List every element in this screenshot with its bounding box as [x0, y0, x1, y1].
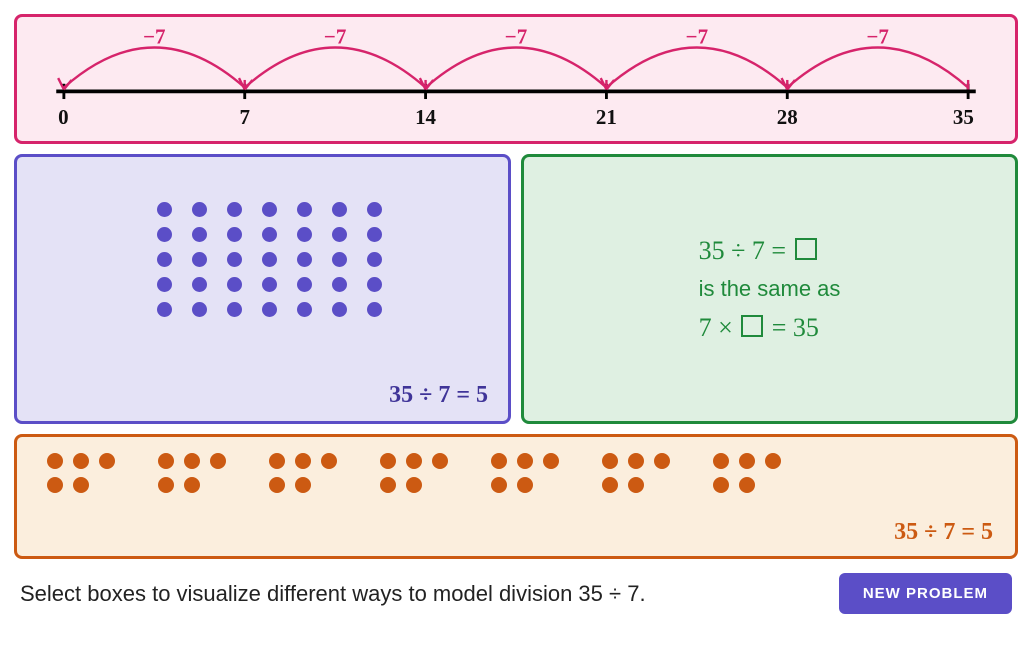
svg-text:7: 7 — [239, 105, 249, 129]
relation-line2: is the same as — [699, 271, 841, 306]
square-icon — [741, 315, 763, 337]
footer: Select boxes to visualize different ways… — [14, 573, 1018, 614]
array-dots — [147, 197, 392, 322]
array-equation: 35 ÷ 7 = 5 — [389, 382, 488, 409]
square-icon — [795, 238, 817, 260]
groups-dots — [47, 453, 788, 503]
svg-text:28: 28 — [777, 105, 798, 129]
svg-text:14: 14 — [415, 105, 436, 129]
relation-panel[interactable]: 35 ÷ 7 = is the same as 7 × = 35 — [521, 154, 1018, 424]
relation-text: 35 ÷ 7 = is the same as 7 × = 35 — [699, 230, 841, 348]
svg-text:35: 35 — [953, 105, 974, 129]
instruction-text: Select boxes to visualize different ways… — [20, 581, 646, 607]
svg-text:−7: −7 — [686, 25, 708, 49]
svg-text:−7: −7 — [143, 25, 165, 49]
numberline-panel[interactable]: 0 7 14 21 28 35 −7 −7 −7 −7 −7 — [14, 14, 1018, 144]
groups-equation: 35 ÷ 7 = 5 — [894, 519, 993, 546]
svg-text:−7: −7 — [866, 25, 888, 49]
numberline-svg: 0 7 14 21 28 35 −7 −7 −7 −7 −7 — [17, 17, 1015, 141]
svg-text:−7: −7 — [505, 25, 527, 49]
svg-text:−7: −7 — [324, 25, 346, 49]
relation-line1: 35 ÷ 7 = — [699, 230, 841, 272]
array-panel[interactable]: 35 ÷ 7 = 5 — [14, 154, 511, 424]
relation-line3: 7 × = 35 — [699, 307, 841, 349]
svg-text:21: 21 — [596, 105, 617, 129]
groups-panel[interactable]: 35 ÷ 7 = 5 — [14, 434, 1018, 559]
new-problem-button[interactable]: NEW PROBLEM — [839, 573, 1012, 614]
svg-text:0: 0 — [58, 105, 68, 129]
